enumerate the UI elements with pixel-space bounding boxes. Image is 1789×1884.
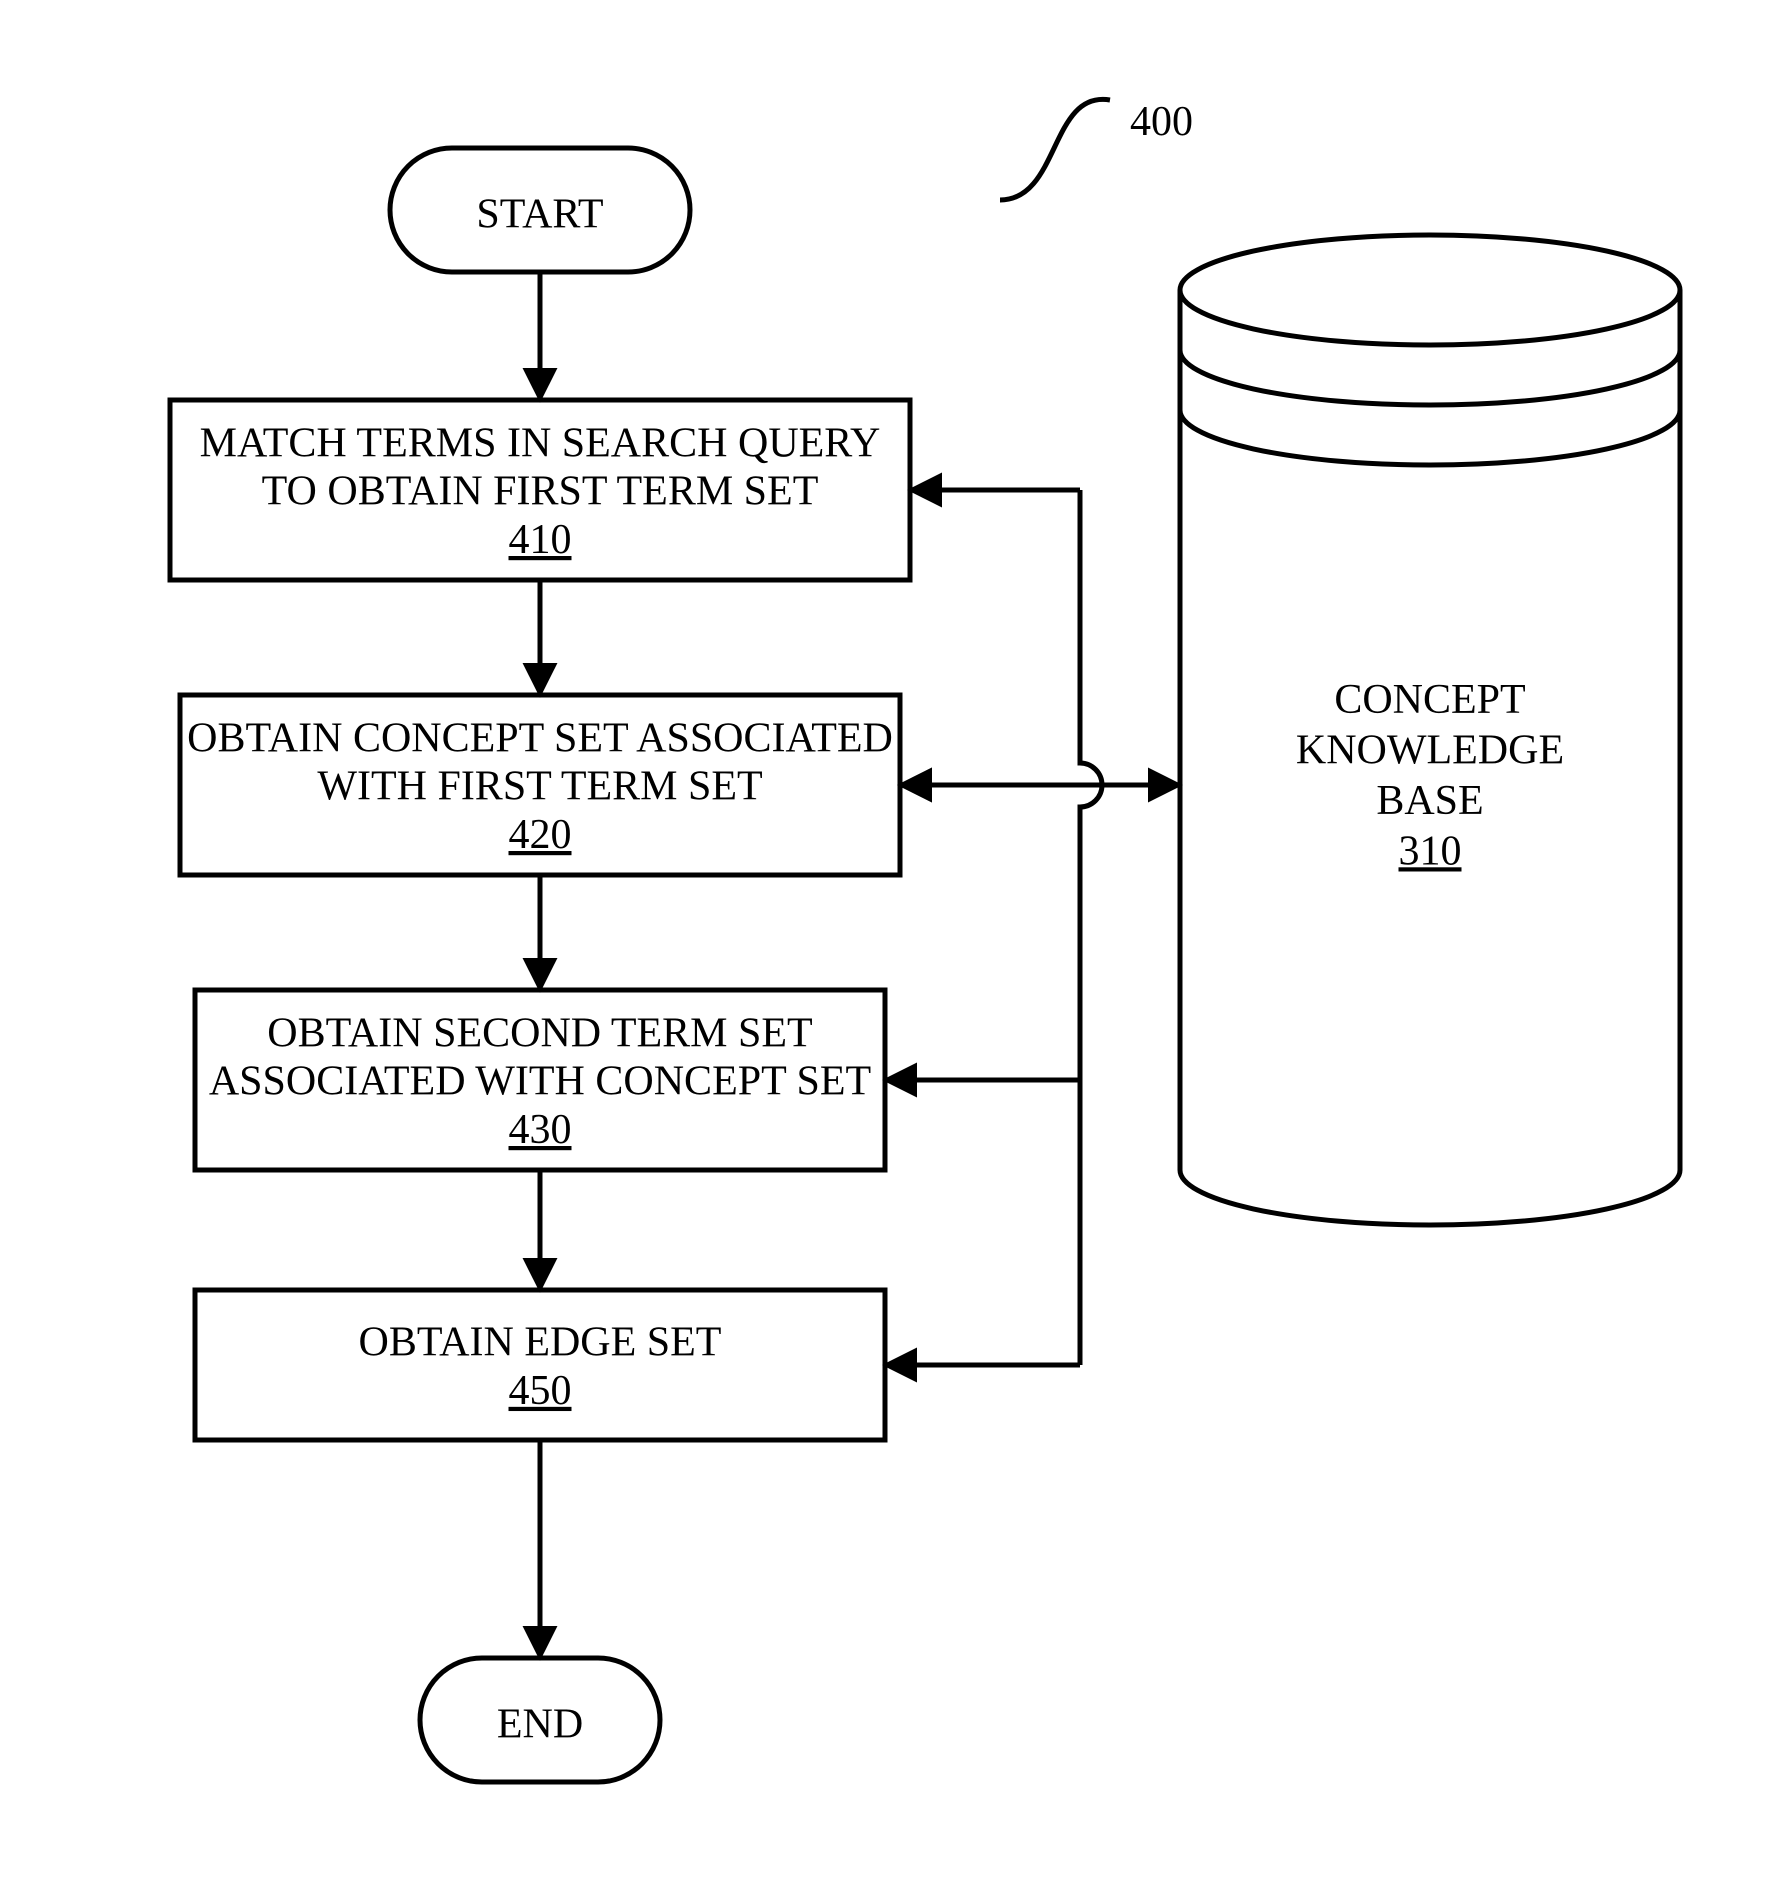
process-n410: MATCH TERMS IN SEARCH QUERYTO OBTAIN FIR… (170, 400, 910, 580)
process-label: OBTAIN CONCEPT SET ASSOCIATED (187, 715, 893, 761)
process-label: WITH FIRST TERM SET (317, 764, 762, 810)
process-n450: OBTAIN EDGE SET450 (195, 1290, 885, 1440)
database-cylinder: CONCEPT KNOWLEDGEBASE310 (1180, 235, 1680, 1225)
database-label: CONCEPT (1334, 677, 1525, 723)
process-label: OBTAIN SECOND TERM SET (267, 1010, 812, 1056)
process-label: ASSOCIATED WITH CONCEPT SET (209, 1059, 871, 1105)
process-n420: OBTAIN CONCEPT SET ASSOCIATEDWITH FIRST … (180, 695, 900, 875)
process-label: OBTAIN EDGE SET (359, 1320, 722, 1366)
database-label: KNOWLEDGE (1296, 728, 1564, 774)
db-trunk (1080, 490, 1102, 1365)
database-ref: 310 (1399, 828, 1462, 874)
process-ref: 420 (509, 812, 572, 858)
process-ref: 450 (509, 1368, 572, 1414)
end-label: END (497, 1701, 583, 1747)
figure-reference-label: 400 (1130, 99, 1193, 145)
process-ref: 410 (509, 517, 572, 563)
start-terminal: START (390, 148, 690, 272)
end-terminal: END (420, 1658, 660, 1782)
process-ref: 430 (509, 1107, 572, 1153)
process-label: MATCH TERMS IN SEARCH QUERY (200, 420, 881, 466)
database-label: BASE (1376, 778, 1483, 824)
start-label: START (476, 191, 603, 237)
process-n430: OBTAIN SECOND TERM SETASSOCIATED WITH CO… (195, 990, 885, 1170)
process-label: TO OBTAIN FIRST TERM SET (262, 469, 819, 515)
flowchart-canvas: 400 START END MATCH TERMS IN SEARCH QUERYTO… (0, 0, 1789, 1884)
